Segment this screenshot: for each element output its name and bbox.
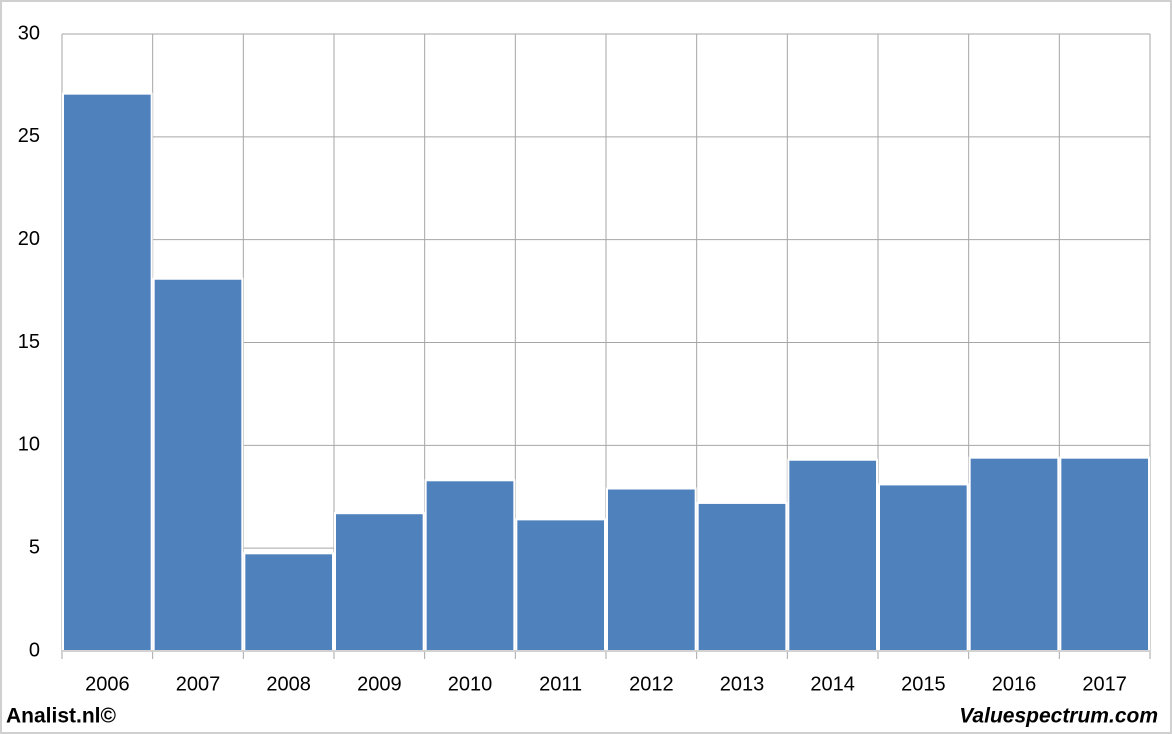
x-tick-label: 2013	[720, 673, 765, 695]
bar	[334, 512, 425, 652]
x-tick-label: 2014	[810, 673, 855, 695]
bar	[62, 92, 153, 653]
y-tick-label: 15	[18, 331, 40, 353]
x-tick-label: 2009	[357, 673, 402, 695]
y-tick-label: 10	[18, 434, 40, 456]
y-tick-label: 25	[18, 125, 40, 147]
bar	[606, 487, 697, 653]
x-tick-label: 2017	[1082, 673, 1127, 695]
x-tick-label: 2006	[85, 673, 130, 695]
bar	[787, 458, 878, 653]
x-tick-label: 2010	[448, 673, 493, 695]
y-tick-label: 30	[18, 22, 40, 44]
bar	[1059, 456, 1151, 652]
x-tick-label: 2011	[539, 673, 582, 695]
x-tick-label: 2008	[266, 673, 311, 695]
y-tick-label: 20	[18, 228, 40, 250]
bar	[515, 518, 606, 653]
credit-right: Valuespectrum.com	[959, 705, 1158, 728]
bar	[878, 483, 969, 652]
x-tick-label: 2012	[629, 673, 674, 695]
bar	[424, 479, 516, 652]
bar	[968, 456, 1060, 652]
x-tick-label: 2007	[176, 673, 221, 695]
x-tick-label: 2015	[901, 673, 946, 695]
bar	[243, 552, 334, 653]
y-tick-label: 5	[29, 536, 40, 558]
bar	[696, 501, 788, 653]
x-tick-label: 2016	[992, 673, 1037, 695]
credit-left: Analist.nl©	[6, 705, 117, 728]
bar	[152, 277, 244, 652]
y-tick-label: 0	[29, 639, 40, 661]
plot-area: 0 5 10 15 20 25 30 2006 2007 2008 2009 2010 2011 2012…	[18, 22, 1151, 695]
